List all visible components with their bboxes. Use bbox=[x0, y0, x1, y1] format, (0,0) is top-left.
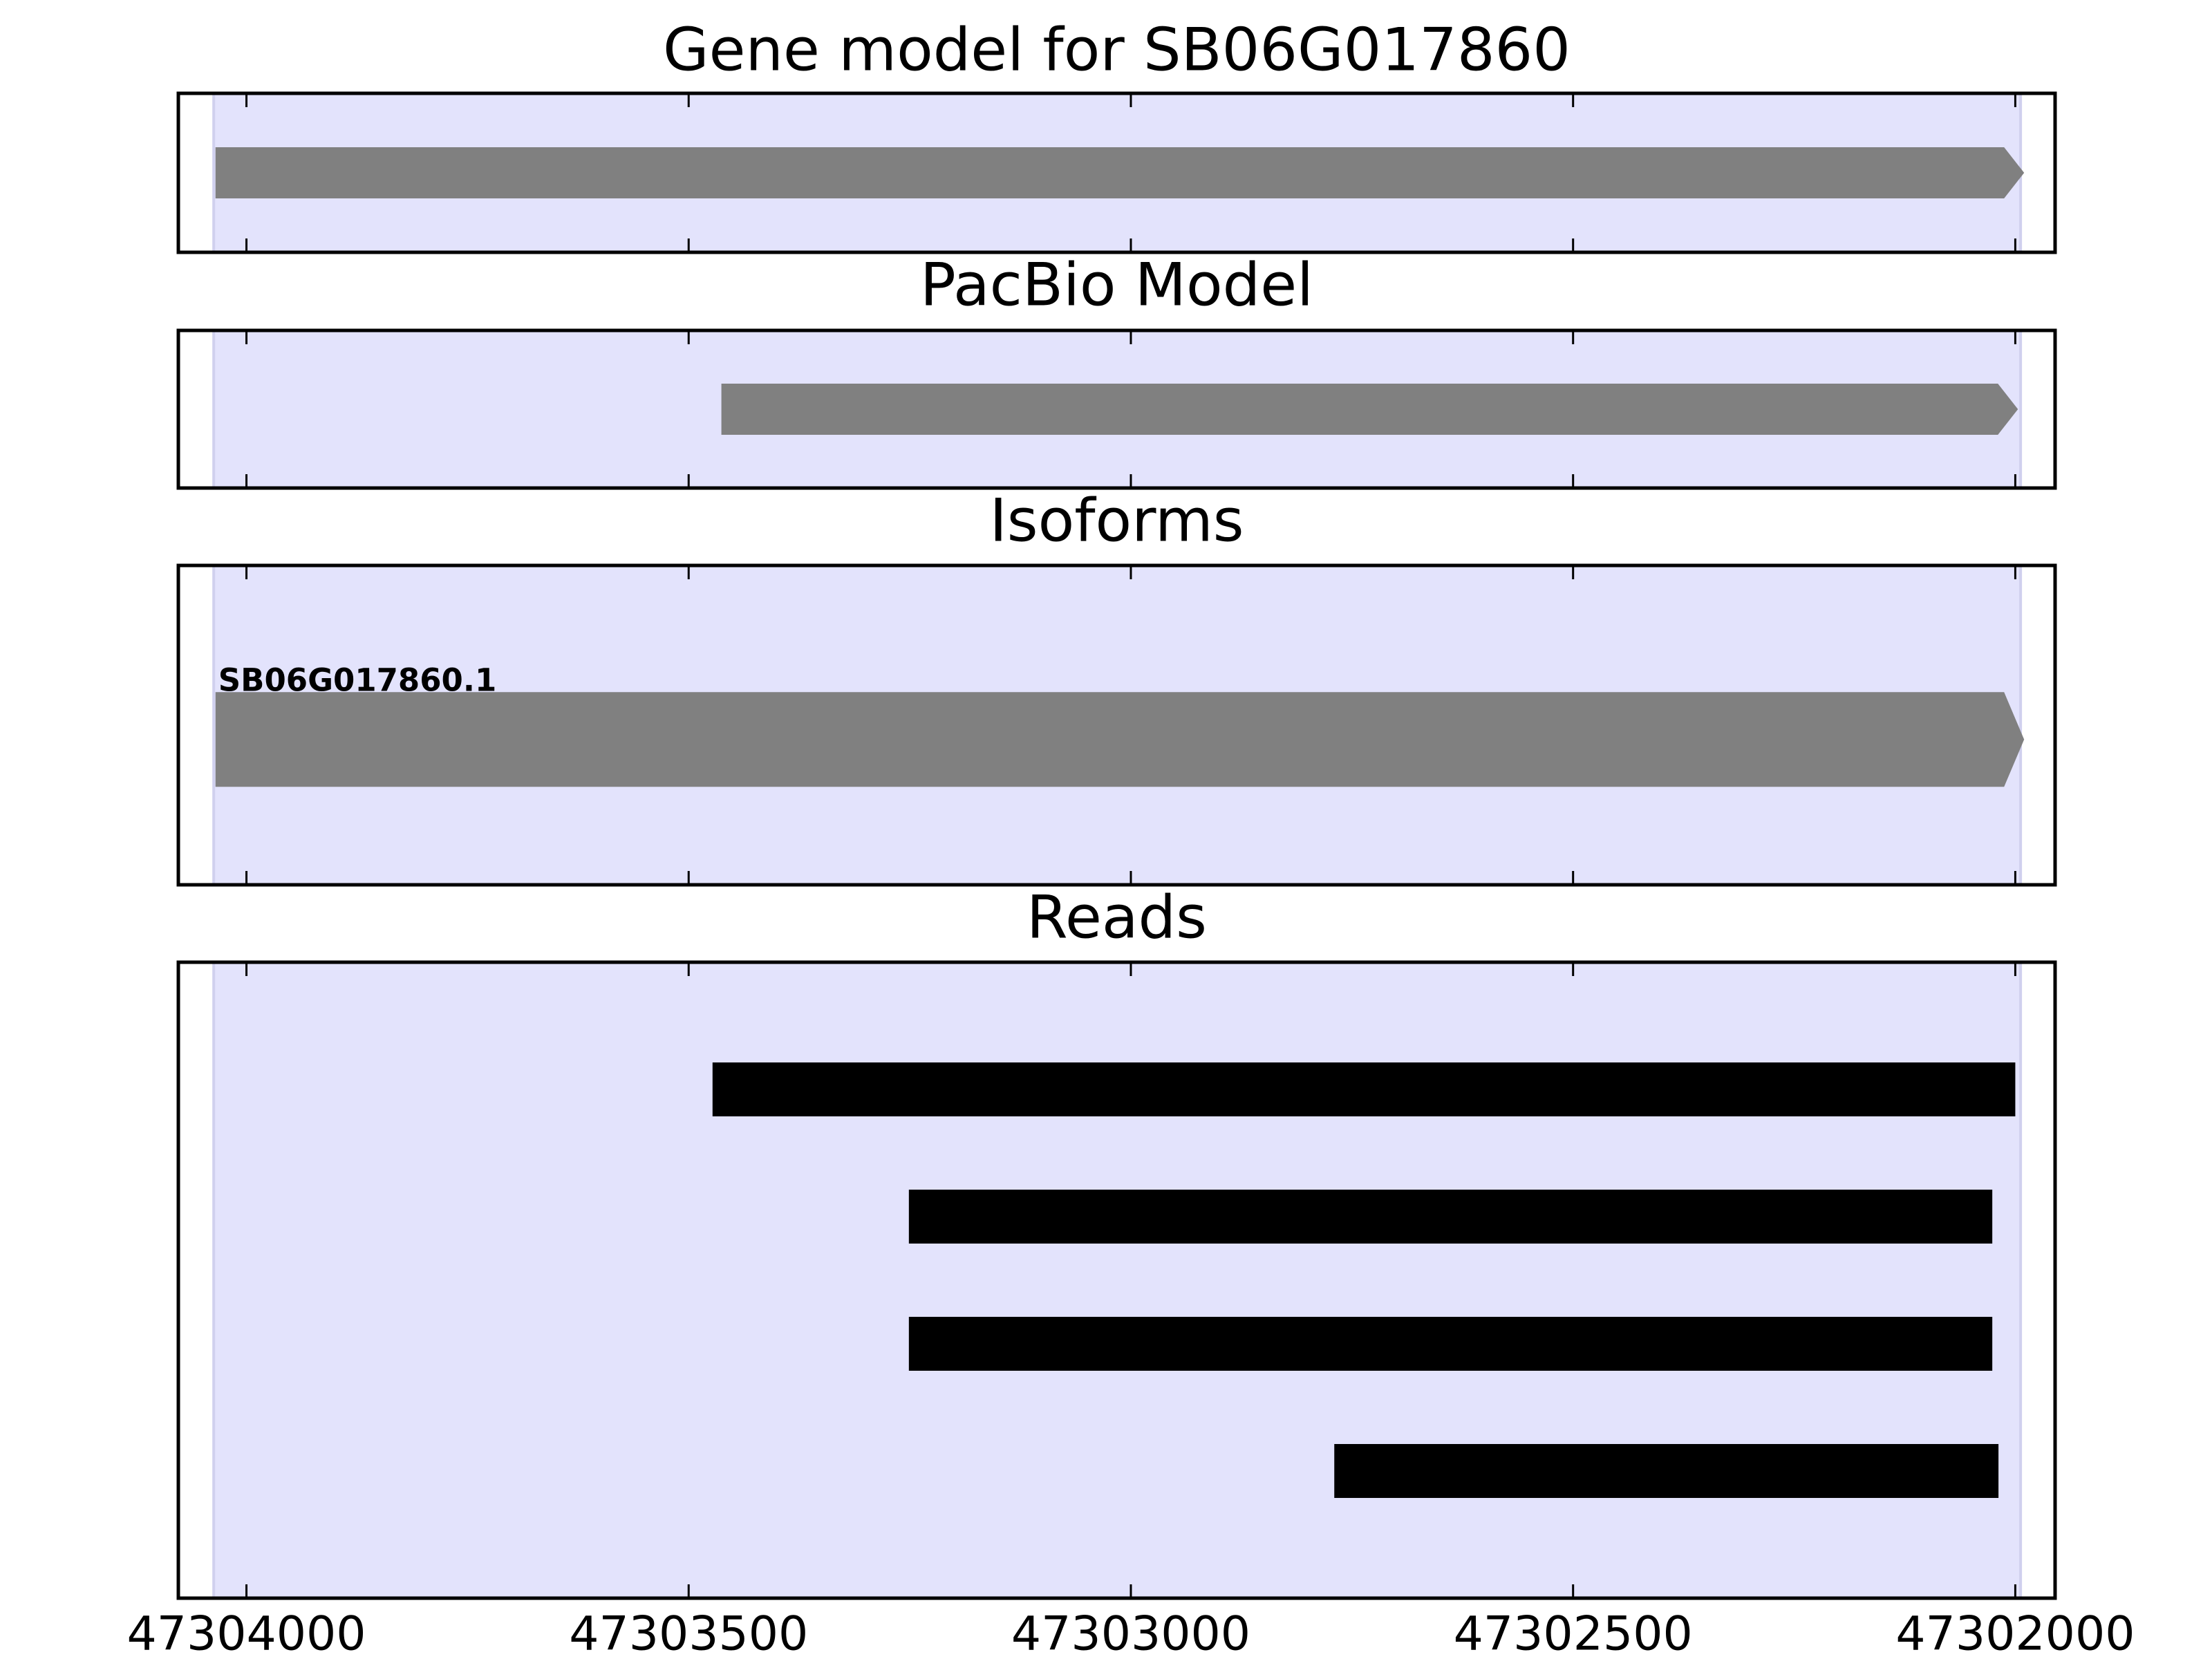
feature-arrow bbox=[721, 384, 2018, 435]
x-tick-label: 47302500 bbox=[1454, 1607, 1693, 1659]
panel-frame bbox=[176, 960, 2057, 1600]
panel-title: Reads bbox=[1027, 883, 1207, 952]
panel-title: Gene model for SB06G017860 bbox=[663, 15, 1571, 84]
read-bar bbox=[908, 1190, 1993, 1244]
read-bar bbox=[908, 1317, 1993, 1371]
panel-title: PacBio Model bbox=[920, 250, 1313, 319]
read-bar bbox=[1334, 1444, 1999, 1498]
read-bar bbox=[712, 1062, 2016, 1116]
highlight-region bbox=[212, 961, 2023, 1600]
panel-frame bbox=[176, 563, 2057, 887]
feature-arrow bbox=[215, 147, 2025, 198]
panel-title: Isoforms bbox=[989, 486, 1244, 555]
panel-frame bbox=[176, 328, 2057, 490]
x-tick-label: 47303500 bbox=[569, 1607, 808, 1659]
feature-arrow bbox=[215, 692, 2025, 787]
isoform-label: SB06G017860.1 bbox=[218, 662, 497, 698]
panel-frame bbox=[176, 91, 2057, 254]
x-tick-label: 47304000 bbox=[126, 1607, 366, 1659]
x-tick-label: 47302000 bbox=[1895, 1607, 2135, 1659]
x-tick-label: 47303000 bbox=[1011, 1607, 1250, 1659]
